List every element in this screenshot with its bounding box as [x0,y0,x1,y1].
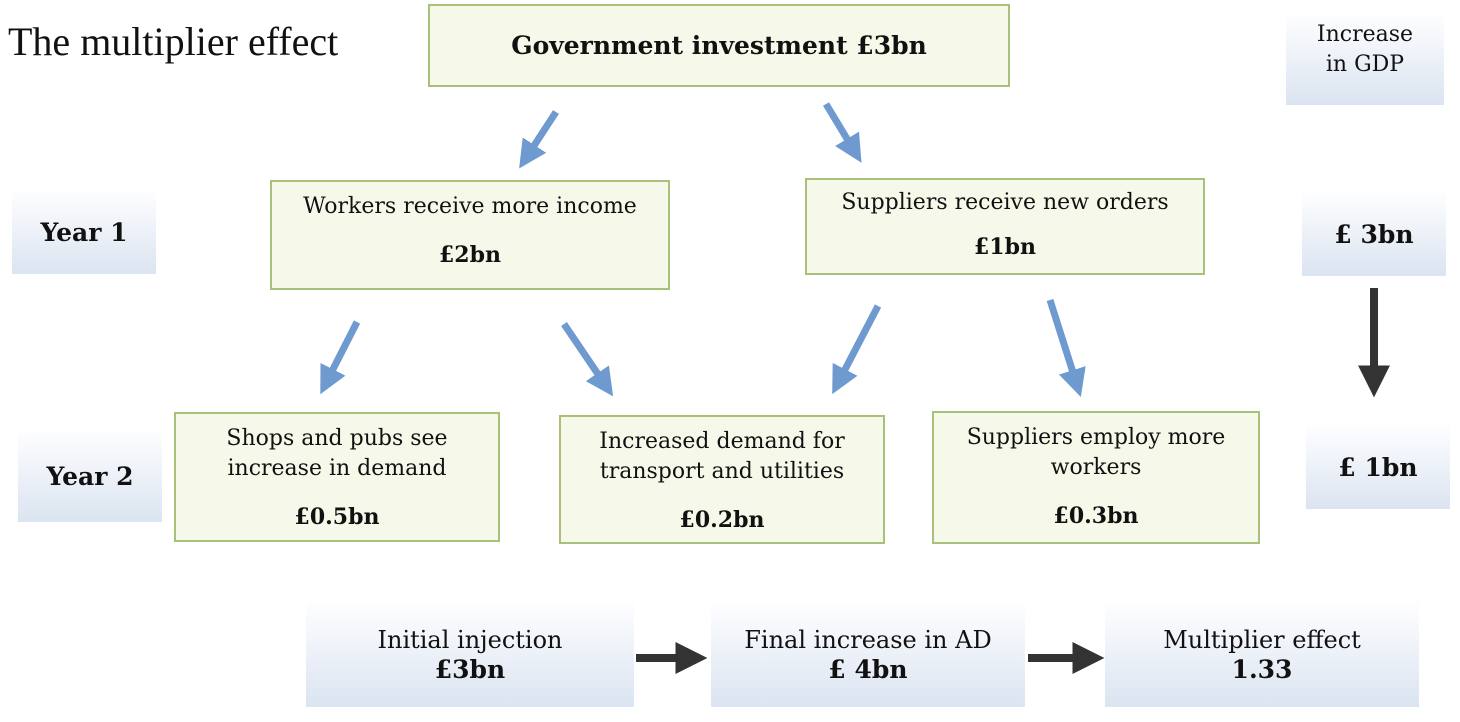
year1-label-box: Year 1 [12,190,156,274]
transport-utilities-line1: Increased demand for [599,429,845,454]
year2-label: Year 2 [46,461,134,491]
gdp-header-box: Increase in GDP [1286,14,1444,105]
final-increase-value: £ 4bn [828,655,908,684]
final-increase-label: Final increase in AD [744,626,992,654]
suppliers-employ-box: Suppliers employ more workers £0.3bn [932,411,1260,544]
shops-pubs-line2: increase in demand [227,456,447,481]
year2-label-box: Year 2 [18,430,162,522]
final-increase-box: Final increase in AD £ 4bn [711,602,1025,707]
government-investment-box: Government investment £3bn [428,4,1010,87]
gdp-year2-value: £ 1bn [1338,452,1418,482]
initial-injection-value: £3bn [434,655,506,684]
suppliers-employ-line1: Suppliers employ more [966,425,1226,450]
multiplier-effect-box: Multiplier effect 1.33 [1105,602,1419,707]
initial-injection-label: Initial injection [377,626,563,654]
transport-utilities-line2: transport and utilities [599,459,845,484]
shops-pubs-amount: £0.5bn [294,504,380,530]
shops-pubs-box: Shops and pubs see increase in demand £0… [174,412,500,542]
suppliers-orders-text: Suppliers receive new orders [841,190,1169,215]
arrow-to-transport-from-suppliers [832,304,882,395]
initial-injection-box: Initial injection £3bn [306,602,634,707]
transport-utilities-box: Increased demand for transport and utili… [559,415,885,544]
suppliers-employ-line2: workers [1050,455,1142,480]
shops-pubs-line1: Shops and pubs see [226,426,448,451]
government-investment-text: Government investment £3bn [511,31,927,60]
suppliers-orders-amount: £1bn [974,234,1036,260]
suppliers-employ-amount: £0.3bn [1053,503,1139,529]
suppliers-orders-box: Suppliers receive new orders £1bn [805,178,1205,275]
arrow-to-suppliers [823,102,862,163]
diagram-title: The multiplier effect [8,19,339,64]
gdp-year1-value: £ 3bn [1334,219,1414,249]
arrow-to-transport-from-workers [561,322,614,397]
workers-income-text: Workers receive more income [303,194,637,219]
workers-income-box: Workers receive more income £2bn [270,180,670,290]
multiplier-effect-label: Multiplier effect [1163,626,1361,654]
gdp-year1-box: £ 3bn [1302,192,1446,276]
gdp-header-line2: in GDP [1325,52,1405,77]
transport-utilities-amount: £0.2bn [679,507,765,533]
multiplier-effect-value: 1.33 [1231,655,1293,684]
year1-label: Year 1 [40,217,128,247]
gdp-header-line1: Increase [1316,22,1414,47]
arrow-to-shops [320,320,361,395]
arrow-to-workers [519,110,559,169]
gdp-year2-box: £ 1bn [1306,425,1450,509]
workers-income-amount: £2bn [439,242,501,268]
arrow-to-suppliers-employ [1046,298,1086,398]
